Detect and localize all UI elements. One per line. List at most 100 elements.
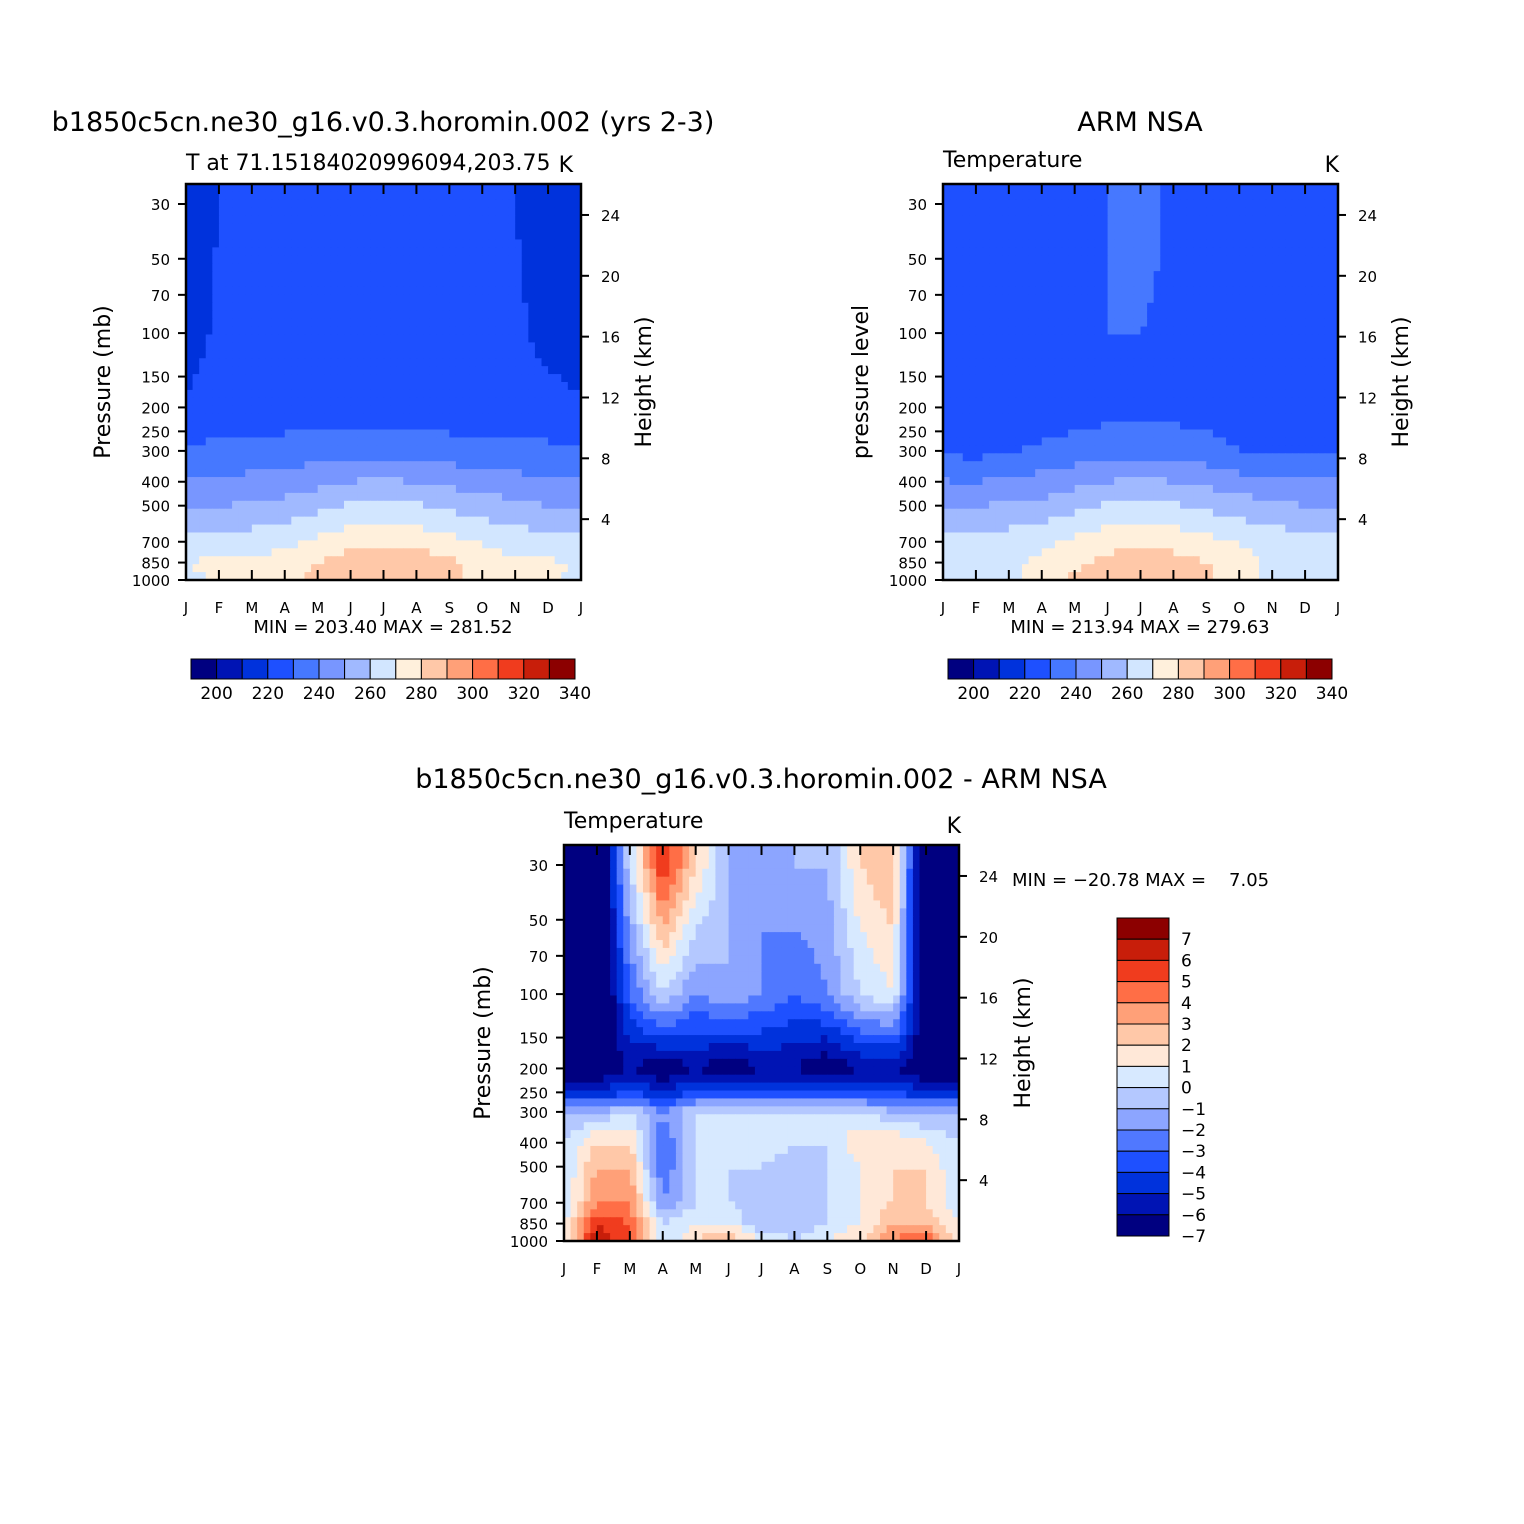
contour-cell	[1107, 223, 1115, 233]
contour-cell	[1094, 334, 1102, 343]
contour-cell	[561, 366, 569, 375]
contour-cell	[949, 191, 957, 201]
contour-cell	[482, 524, 490, 534]
contour-cell	[949, 247, 957, 256]
contour-cell	[1232, 389, 1240, 399]
contour-cell	[554, 263, 562, 272]
contour-cell	[284, 484, 292, 494]
contour-cell	[475, 223, 483, 233]
contour-cell	[1133, 389, 1142, 399]
contour-cell	[225, 342, 233, 351]
contour-cell	[502, 492, 510, 502]
contour-cell	[363, 318, 371, 328]
contour-cell	[284, 191, 292, 201]
contour-cell	[455, 540, 464, 549]
contour-cell	[1087, 397, 1096, 407]
contour-cell	[554, 421, 562, 431]
contour-cell	[1147, 318, 1155, 328]
contour-cell	[1140, 255, 1148, 264]
contour-cell	[192, 350, 200, 359]
contour-cell	[975, 199, 984, 209]
contour-cell	[1140, 263, 1148, 272]
panel-model-subtitle: T at 71.15184020996094,203.75	[185, 151, 550, 176]
contour-cell	[205, 286, 213, 296]
contour-cell	[1028, 342, 1036, 351]
contour-cell	[989, 413, 997, 423]
contour-cell	[455, 215, 464, 225]
contour-cell	[330, 271, 339, 280]
contour-cell	[1160, 334, 1168, 343]
contour-cell	[442, 310, 450, 320]
contour-cell	[370, 421, 378, 431]
contour-cell	[284, 374, 292, 383]
contour-cell	[363, 263, 371, 272]
contour-cell	[1193, 405, 1201, 415]
contour-cell	[311, 358, 319, 367]
contour-cell	[396, 413, 404, 423]
contour-cell	[1015, 302, 1023, 312]
contour-cell	[311, 334, 319, 343]
contour-cell	[1305, 231, 1313, 241]
contour-cell	[521, 540, 529, 549]
contour-cell	[1180, 184, 1188, 193]
contour-cell	[357, 484, 365, 494]
contour-cell	[1272, 382, 1280, 391]
contour-cell	[1074, 397, 1082, 407]
contour-cell	[1252, 342, 1260, 351]
contour-cell	[1219, 279, 1227, 288]
contour-cell	[1022, 389, 1030, 399]
contour-cell	[1061, 215, 1069, 225]
contour-cell	[1035, 374, 1043, 383]
contour-cell	[1133, 215, 1142, 225]
contour-cell	[218, 516, 227, 526]
contour-cell	[1120, 358, 1128, 367]
contour-cell	[311, 199, 319, 209]
contour-cell	[956, 271, 964, 280]
contour-cell	[423, 382, 431, 391]
contour-cell	[1153, 215, 1161, 225]
contour-cell	[449, 524, 457, 534]
contour-cell	[1107, 350, 1115, 359]
contour-cell	[488, 374, 497, 383]
contour-cell	[199, 445, 207, 454]
contour-cell	[192, 572, 200, 581]
contour-cell	[383, 429, 391, 439]
contour-cell	[232, 500, 240, 510]
contour-cell	[502, 239, 510, 248]
contour-cell	[1153, 382, 1161, 391]
contour-cell	[251, 492, 260, 502]
contour-cell	[192, 358, 200, 367]
contour-cell	[304, 389, 312, 399]
contour-cell	[1331, 334, 1339, 343]
contour-cell	[1298, 310, 1306, 320]
contour-cell	[423, 231, 431, 241]
contour-cell	[982, 350, 990, 359]
contour-cell	[521, 334, 529, 343]
contour-cell	[554, 405, 562, 415]
contour-cell	[1305, 191, 1313, 201]
contour-cell	[291, 342, 299, 351]
contour-cell	[469, 469, 477, 478]
contour-cell	[1186, 334, 1194, 343]
contour-cell	[409, 397, 418, 407]
contour-cell	[199, 207, 207, 217]
contour-cell	[317, 247, 325, 256]
contour-cell	[1298, 342, 1306, 351]
contour-cell	[258, 421, 266, 431]
contour-cell	[324, 342, 332, 351]
contour-cell	[455, 207, 464, 217]
contour-cell	[442, 223, 450, 233]
contour-cell	[409, 453, 418, 462]
contour-cell	[982, 286, 990, 296]
contour-cell	[337, 532, 345, 541]
panel-model-units: K	[559, 153, 574, 178]
contour-cell	[291, 334, 299, 343]
contour-cell	[1094, 374, 1102, 383]
contour-cell	[186, 532, 194, 541]
contour-cell	[561, 326, 569, 336]
contour-cell	[567, 255, 576, 264]
contour-cell	[1173, 342, 1181, 351]
contour-cell	[1193, 302, 1201, 312]
contour-cell	[383, 564, 391, 573]
contour-cell	[1239, 271, 1247, 280]
